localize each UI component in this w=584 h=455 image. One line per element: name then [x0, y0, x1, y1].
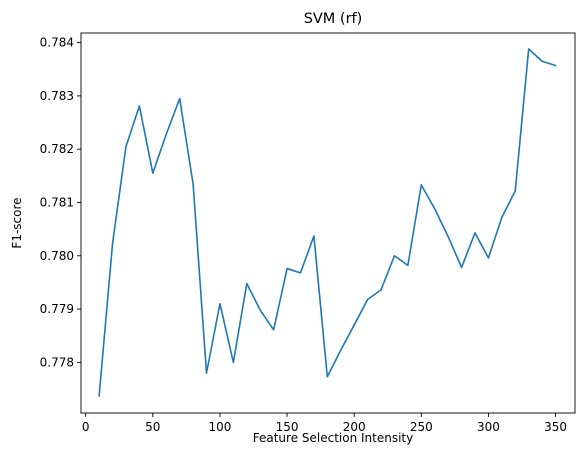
x-tick-label: 300	[477, 420, 500, 434]
y-axis-label: F1-score	[10, 197, 24, 248]
x-tick-label: 0	[82, 420, 90, 434]
y-tick-label: 0.781	[40, 195, 74, 209]
y-tick-label: 0.782	[40, 142, 74, 156]
x-tick-label: 100	[208, 420, 231, 434]
axes-frame	[80, 32, 576, 414]
x-tick-label: 50	[145, 420, 160, 434]
x-tick-label: 200	[343, 420, 366, 434]
x-tick-label: 150	[276, 420, 299, 434]
y-tick-label: 0.784	[40, 36, 74, 50]
x-tick-label: 250	[410, 420, 433, 434]
x-tick-label: 350	[544, 420, 567, 434]
chart-title: SVM (rf)	[304, 11, 363, 27]
y-tick-label: 0.783	[40, 89, 74, 103]
y-tick-label: 0.780	[40, 249, 74, 263]
plot-area: 0 50 100 150 200 250 300 350 0.778 0.779 0.780 0.78…	[40, 32, 576, 434]
y-tick-label: 0.778	[40, 355, 74, 369]
y-tick-label: 0.779	[40, 302, 74, 316]
x-axis-label: Feature Selection Intensity	[253, 431, 414, 445]
